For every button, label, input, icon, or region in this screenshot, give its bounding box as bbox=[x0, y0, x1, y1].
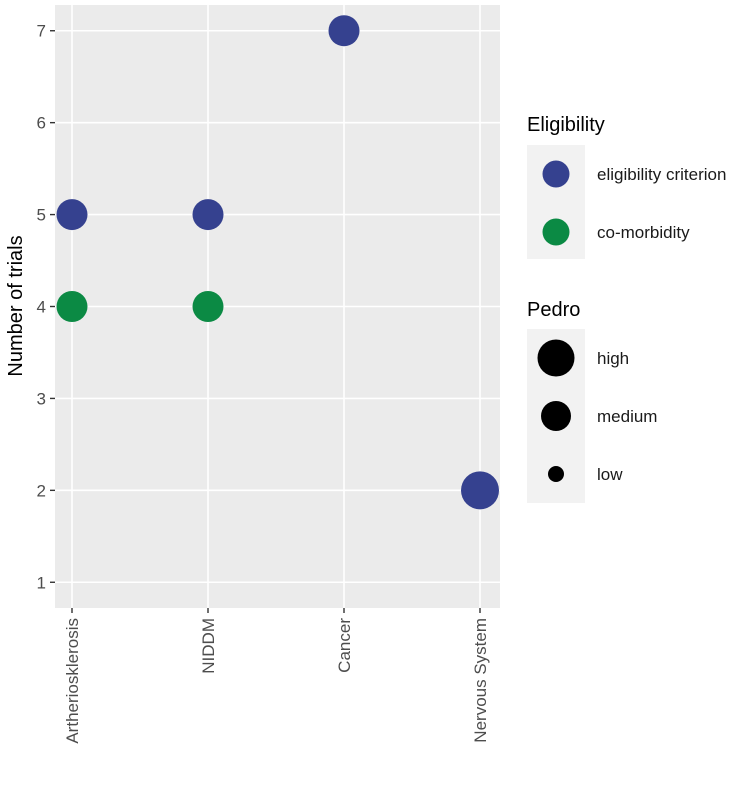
legend-eligibility-key-1 bbox=[542, 218, 570, 246]
data-point-3 bbox=[192, 291, 224, 322]
x-tick-label-1: NIDDM bbox=[199, 618, 218, 674]
legend-pedro-label-2: low bbox=[597, 465, 623, 484]
x-tick-label-0: Artheriosklerosis bbox=[63, 618, 82, 744]
y-axis-title: Number of trials bbox=[5, 235, 27, 376]
x-tick-label-3: Nervous System bbox=[471, 618, 490, 743]
y-tick-label-5: 5 bbox=[37, 206, 46, 225]
y-tick-label-6: 6 bbox=[37, 114, 46, 133]
legend-eligibility-label-1: co-morbidity bbox=[597, 223, 690, 242]
data-point-2 bbox=[192, 199, 224, 231]
legend-eligibility-key-0 bbox=[542, 160, 570, 188]
y-tick-label-2: 2 bbox=[37, 481, 46, 500]
x-tick-label-2: Cancer bbox=[335, 618, 354, 673]
legend-pedro-title: Pedro bbox=[527, 299, 580, 321]
y-tick-label-1: 1 bbox=[37, 573, 46, 592]
legend-pedro-key-1 bbox=[541, 401, 571, 431]
y-tick-label-7: 7 bbox=[37, 22, 46, 41]
legend-eligibility-label-0: eligibility criterion bbox=[597, 165, 726, 184]
data-point-5 bbox=[461, 471, 499, 510]
data-point-4 bbox=[328, 15, 360, 47]
legend-pedro-key-0 bbox=[537, 339, 575, 377]
y-tick-label-4: 4 bbox=[37, 298, 46, 317]
legend-pedro-label-1: medium bbox=[597, 407, 657, 426]
legend-pedro-key-2 bbox=[548, 466, 564, 482]
legend-pedro-label-0: high bbox=[597, 349, 629, 368]
y-tick-label-3: 3 bbox=[37, 389, 46, 408]
data-point-0 bbox=[56, 199, 88, 231]
legend-eligibility-title: Eligibility bbox=[527, 114, 605, 136]
data-point-1 bbox=[56, 291, 88, 322]
